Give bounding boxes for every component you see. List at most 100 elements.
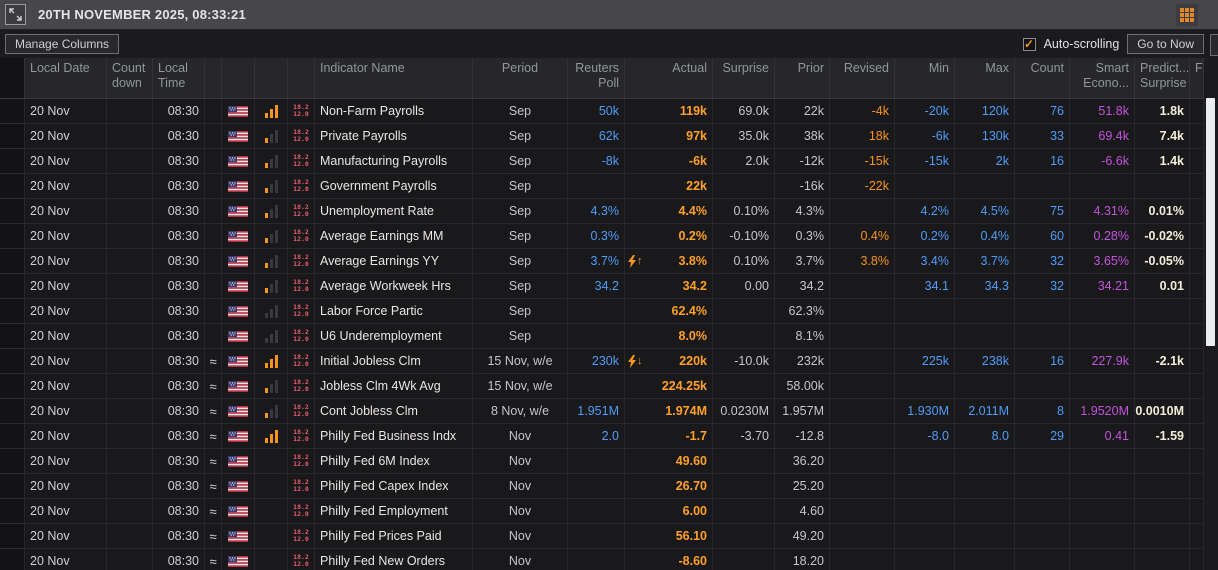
col-header-poll[interactable]: Reuters Poll: [568, 58, 625, 98]
cell-name: Average Earnings YY: [315, 249, 473, 273]
partial-button[interactable]: [1210, 34, 1218, 56]
economic-numbers-icon: 18.2 12.0: [293, 203, 309, 218]
col-header-prior[interactable]: Prior: [775, 58, 830, 98]
col-header-max[interactable]: Max: [955, 58, 1015, 98]
cell-approx: [205, 224, 222, 248]
cell-period: Nov: [473, 474, 568, 498]
col-header-chart[interactable]: [255, 58, 288, 98]
col-header-revised[interactable]: Revised: [830, 58, 895, 98]
cell-name: Private Payrolls: [315, 124, 473, 148]
cell-count: [1015, 374, 1070, 398]
table-row[interactable]: 20 Nov 08:30 ≈18.2 12.0 Cont Jobless Clm 8 No…: [0, 399, 1204, 424]
economic-numbers-icon: 18.2 12.0: [293, 128, 309, 143]
economic-numbers-icon: 18.2 12.0: [293, 553, 309, 568]
col-header-smart[interactable]: Smart Econo...: [1070, 58, 1135, 98]
col-header-name[interactable]: Indicator Name: [315, 58, 473, 98]
cell-time: 08:30: [153, 324, 205, 348]
vertical-scrollbar[interactable]: [1204, 58, 1218, 570]
table-row[interactable]: 20 Nov 08:30 18.2 12.0 U6 Underemployment Sep…: [0, 324, 1204, 349]
cell-time: 08:30: [153, 499, 205, 523]
cell-flag: [222, 524, 255, 548]
table-row[interactable]: 20 Nov 08:30 18.2 12.0 Government Payrolls Se…: [0, 174, 1204, 199]
cell-numbers: 18.2 12.0: [288, 474, 315, 498]
cell-chart: [255, 274, 288, 298]
table-row[interactable]: 20 Nov 08:30 ≈18.2 12.0 Initial Jobless Clm 1…: [0, 349, 1204, 374]
auto-scrolling-checkbox[interactable]: ✓: [1022, 36, 1036, 51]
scrollbar-thumb[interactable]: [1206, 98, 1215, 346]
cell-poll: [568, 174, 625, 198]
table-row[interactable]: 20 Nov 08:30 18.2 12.0 Private Payrolls Sep 62…: [0, 124, 1204, 149]
cell-date: 20 Nov: [25, 174, 107, 198]
table-row[interactable]: 20 Nov 08:30 ≈18.2 12.0 Philly Fed Employmen…: [0, 499, 1204, 524]
col-header-spacer[interactable]: [0, 58, 25, 98]
cell-numbers: 18.2 12.0: [288, 449, 315, 473]
col-header-predict[interactable]: Predict... Surprise: [1135, 58, 1190, 98]
cell-revised: [830, 524, 895, 548]
table-row[interactable]: 20 Nov 08:30 18.2 12.0 Average Earnings YY Se…: [0, 249, 1204, 274]
cell-revised: [830, 424, 895, 448]
table-row[interactable]: 20 Nov 08:30 ≈18.2 12.0 Philly Fed New Order…: [0, 549, 1204, 570]
cell-time: 08:30: [153, 199, 205, 223]
table-row[interactable]: 20 Nov 08:30 18.2 12.0 Labor Force Partic Sep…: [0, 299, 1204, 324]
col-header-time[interactable]: Local Time: [153, 58, 205, 98]
table-row[interactable]: 20 Nov 08:30 18.2 12.0 Non-Farm Payrolls Sep 5…: [0, 99, 1204, 124]
cell-numbers: 18.2 12.0: [288, 524, 315, 548]
col-header-approx[interactable]: [205, 58, 222, 98]
col-header-min[interactable]: Min: [895, 58, 955, 98]
table-row[interactable]: 20 Nov 08:30 ≈18.2 12.0 Philly Fed 6M Index N…: [0, 449, 1204, 474]
table-row[interactable]: 20 Nov 08:30 ≈18.2 12.0 Philly Fed Business …: [0, 424, 1204, 449]
cell-name: Philly Fed 6M Index: [315, 449, 473, 473]
cell-period: 15 Nov, w/e: [473, 349, 568, 373]
approx-symbol: ≈: [205, 424, 222, 448]
cell-numbers: 18.2 12.0: [288, 199, 315, 223]
cell-partial: [1190, 399, 1204, 423]
col-header-surprise[interactable]: Surprise: [713, 58, 775, 98]
economic-numbers-icon: 18.2 12.0: [293, 153, 309, 168]
cell-time: 08:30: [153, 149, 205, 173]
table-row[interactable]: 20 Nov 08:30 ≈18.2 12.0 Jobless Clm 4Wk Avg 1…: [0, 374, 1204, 399]
col-header-partial[interactable]: F: [1190, 58, 1204, 98]
economic-numbers-icon: 18.2 12.0: [293, 528, 309, 543]
col-header-period[interactable]: Period: [473, 58, 568, 98]
cell-name: Philly Fed Employment: [315, 499, 473, 523]
bar-chart-icon: [264, 404, 278, 418]
table-row[interactable]: 20 Nov 08:30 18.2 12.0 Unemployment Rate Sep 4…: [0, 199, 1204, 224]
table-row[interactable]: 20 Nov 08:30 18.2 12.0 Average Earnings MM Se…: [0, 224, 1204, 249]
cell-max: 238k: [955, 349, 1015, 373]
grid-menu-icon[interactable]: [1176, 4, 1198, 26]
table-row[interactable]: 20 Nov 08:30 ≈18.2 12.0 Philly Fed Capex Ind…: [0, 474, 1204, 499]
cell-count: 60: [1015, 224, 1070, 248]
cell-predict: [1135, 374, 1190, 398]
cell-flag: [222, 374, 255, 398]
table-row[interactable]: 20 Nov 08:30 ≈18.2 12.0 Philly Fed Prices Pa…: [0, 524, 1204, 549]
col-header-numbers[interactable]: [288, 58, 315, 98]
table-row[interactable]: 20 Nov 08:30 18.2 12.0 Manufacturing Payroll…: [0, 149, 1204, 174]
cell-time: 08:30: [153, 249, 205, 273]
cell-actual: 119k: [625, 99, 713, 123]
cell-poll: 230k: [568, 349, 625, 373]
col-header-countdown[interactable]: Count down: [107, 58, 153, 98]
cell-period: Nov: [473, 499, 568, 523]
col-header-actual[interactable]: Actual: [625, 58, 713, 98]
cell-time: 08:30: [153, 424, 205, 448]
economic-numbers-icon: 18.2 12.0: [293, 428, 309, 443]
go-to-now-button[interactable]: Go to Now: [1127, 34, 1204, 54]
cell-poll: [568, 524, 625, 548]
cell-flag: [222, 249, 255, 273]
cell-max: [955, 524, 1015, 548]
manage-columns-button[interactable]: Manage Columns: [5, 34, 120, 54]
us-flag-icon: [228, 130, 248, 142]
col-header-count[interactable]: Count: [1015, 58, 1070, 98]
cell-min: [895, 299, 955, 323]
us-flag-icon: [228, 105, 248, 117]
col-header-date[interactable]: Local Date: [25, 58, 107, 98]
col-header-flag[interactable]: [222, 58, 255, 98]
cell-approx: [205, 149, 222, 173]
cell-approx: [205, 124, 222, 148]
expand-icon[interactable]: [5, 4, 26, 25]
cell-date: 20 Nov: [25, 524, 107, 548]
table-row[interactable]: 20 Nov 08:30 18.2 12.0 Average Workweek Hrs S…: [0, 274, 1204, 299]
cell-date: 20 Nov: [25, 499, 107, 523]
cell-spacer: [0, 474, 25, 498]
cell-predict: -2.1k: [1135, 349, 1190, 373]
